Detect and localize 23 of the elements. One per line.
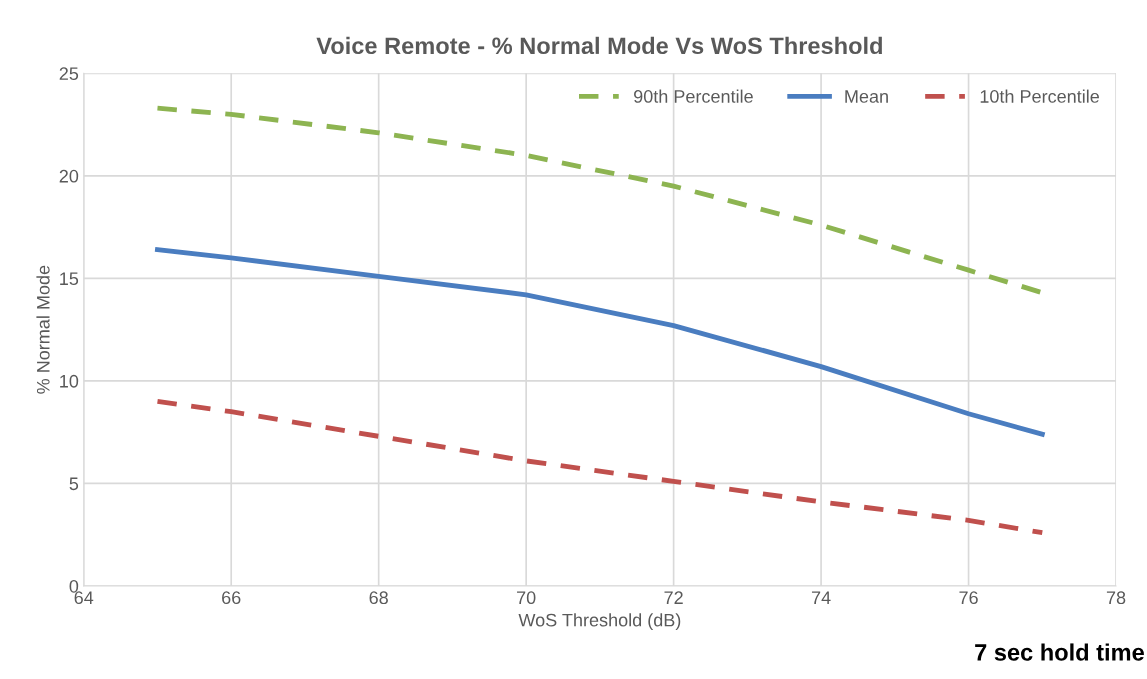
line-series (155, 398, 1045, 536)
text: 7 sec hold time (975, 643, 1144, 661)
x-tick-label: 66 (222, 591, 241, 605)
y-axis-title: % Normal Mode (36, 265, 50, 394)
legend-label: Mean (845, 90, 888, 103)
x-axis-title: WoS Threshold (dB) (518, 613, 681, 631)
line-series (155, 247, 1045, 437)
legend-label: 90th Percentile (634, 89, 753, 103)
x-tick-label: 70 (517, 591, 536, 605)
chart-title: Voice Remote - % Normal Mode Vs WoS Threshold (316, 36, 882, 55)
x-tick-label: 64 (74, 591, 94, 605)
y-tick-label: 10 (60, 374, 79, 388)
y-tick-label: 15 (60, 272, 79, 286)
y-tick-label: 5 (69, 477, 79, 491)
x-tick-label: 76 (959, 591, 978, 605)
legend-label: 10th Percentile (980, 89, 1099, 103)
y-tick-label: 0 (69, 579, 79, 593)
x-tick-label: 78 (1106, 591, 1126, 605)
x-tick-label: 74 (811, 591, 831, 604)
y-tick-label: 25 (59, 67, 79, 81)
x-tick-label: 72 (664, 591, 683, 604)
y-tick-label: 20 (59, 169, 79, 183)
x-tick-label: 68 (369, 591, 388, 605)
